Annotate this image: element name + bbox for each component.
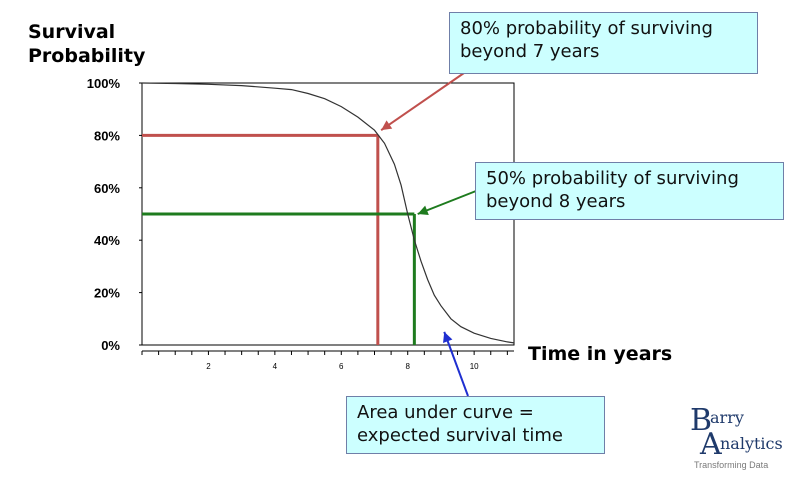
callout-80-percent: 80% probability of surviving beyond 7 ye… xyxy=(449,12,758,74)
y-axis-title-line-2: Probability xyxy=(28,45,146,67)
logo-tagline: Transforming Data xyxy=(694,460,769,470)
y-tick-label-1: 80% xyxy=(94,128,120,143)
y-tick-label-3: 40% xyxy=(94,233,120,248)
arrow-line-0 xyxy=(380,72,465,131)
logo-letter-a: A xyxy=(700,427,722,462)
logo-text-nalytics: nalytics xyxy=(720,434,783,453)
arrow-line-1 xyxy=(417,190,477,215)
y-axis-title-line-1: Survival xyxy=(28,21,116,43)
logo-letter-b: B xyxy=(690,403,713,438)
callout-50-line-2: beyond 8 years xyxy=(486,191,626,212)
x-tick-label-0: 2 xyxy=(206,362,211,371)
y-tick-label-4: 20% xyxy=(94,286,120,301)
callout-50-percent: 50% probability of surviving beyond 8 ye… xyxy=(475,162,784,220)
y-tick-label-0: 100% xyxy=(87,76,121,91)
y-axis-title: Survival Probability xyxy=(28,20,145,68)
x-tick-label-4: 10 xyxy=(470,362,479,371)
logo-text-arry: arry xyxy=(710,408,744,427)
arrow-head-1 xyxy=(417,205,429,215)
barry-analytics-logo: B arry A nalytics Transforming Data xyxy=(688,404,788,474)
x-tick-label-1: 4 xyxy=(273,362,278,371)
callout-80-line-2: beyond 7 years xyxy=(460,41,600,62)
x-tick-label-2: 6 xyxy=(339,362,344,371)
callout-50-line-1: 50% probability of surviving xyxy=(486,168,739,189)
survival-curve-0 xyxy=(141,82,515,344)
arrow-line-2 xyxy=(443,331,469,397)
callout-area-line-2: expected survival time xyxy=(357,425,563,446)
x-tick-label-3: 8 xyxy=(405,362,410,371)
y-tick-label-2: 60% xyxy=(94,181,120,196)
arrow-head-0 xyxy=(381,120,393,131)
callout-area-line-1: Area under curve = xyxy=(357,402,534,423)
callout-80-line-1: 80% probability of surviving xyxy=(460,18,713,39)
arrow-head-2 xyxy=(443,331,453,344)
callout-area-under-curve: Area under curve = expected survival tim… xyxy=(346,396,605,454)
x-axis-title: Time in years xyxy=(528,343,673,365)
y-tick-label-5: 0% xyxy=(101,338,120,353)
